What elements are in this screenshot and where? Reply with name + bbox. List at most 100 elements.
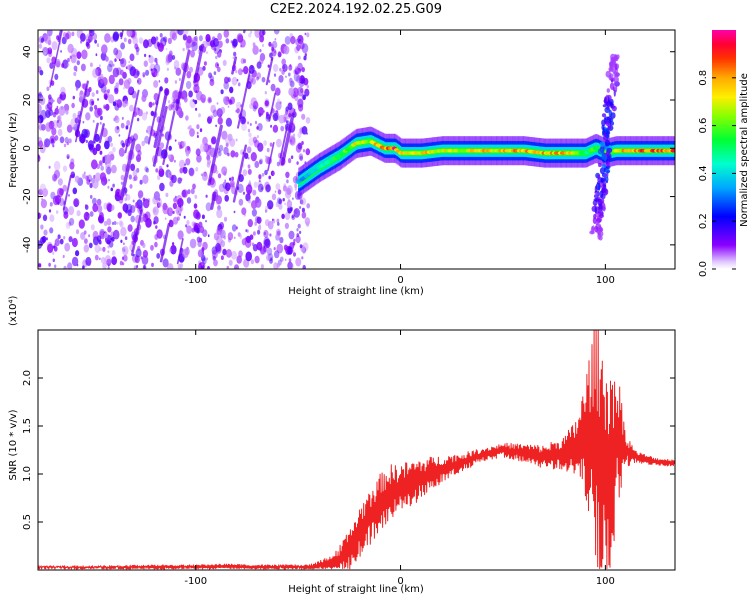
noise-point — [128, 174, 132, 180]
noise-point — [108, 240, 114, 248]
noise-point — [49, 214, 55, 222]
noise-point — [40, 109, 47, 120]
spread-point — [597, 148, 604, 155]
noise-point — [248, 137, 255, 146]
noise-point — [106, 166, 112, 175]
noise-point — [76, 210, 81, 217]
noise-point — [284, 109, 289, 115]
noise-point — [265, 184, 271, 193]
noise-point — [48, 165, 51, 169]
noise-point — [114, 125, 120, 134]
noise-point — [92, 197, 97, 205]
noise-point — [152, 206, 159, 216]
noise-point — [52, 173, 58, 182]
noise-point — [216, 208, 223, 219]
noise-point — [148, 54, 151, 58]
noise-point — [116, 99, 123, 108]
noise-point — [53, 99, 55, 103]
noise-point — [136, 79, 139, 83]
noise-point — [291, 215, 294, 219]
noise-point — [141, 255, 149, 266]
noise-point — [107, 135, 113, 143]
noise-point — [299, 206, 302, 209]
noise-point — [193, 203, 198, 209]
noise-point — [117, 212, 123, 219]
noise-point — [99, 160, 103, 165]
noise-point — [231, 176, 235, 181]
noise-point — [133, 175, 138, 181]
noise-point — [297, 223, 301, 229]
noise-point — [129, 184, 133, 189]
noise-point — [128, 60, 131, 64]
noise-point — [207, 266, 210, 269]
noise-point — [47, 31, 50, 35]
noise-point — [248, 32, 252, 38]
noise-point — [105, 164, 112, 175]
noise-point — [134, 43, 139, 50]
noise-point — [118, 220, 123, 226]
noise-point — [185, 158, 191, 166]
noise-point — [80, 33, 86, 42]
noise-point — [295, 257, 302, 267]
noise-point — [60, 50, 62, 53]
noise-point — [123, 242, 125, 245]
noise-point — [194, 194, 198, 199]
noise-point — [288, 230, 295, 240]
noise-point — [182, 167, 185, 171]
noise-point — [170, 244, 177, 255]
noise-point — [168, 50, 173, 56]
noise-point — [187, 189, 191, 195]
noise-streak — [265, 56, 274, 86]
noise-point — [108, 60, 114, 68]
noise-point — [220, 89, 224, 95]
noise-point — [217, 40, 223, 48]
noise-point — [213, 232, 219, 241]
noise-point — [104, 255, 112, 265]
noise-point — [235, 70, 238, 74]
noise-point — [264, 219, 270, 227]
noise-point — [120, 181, 123, 185]
noise-point — [159, 182, 165, 192]
noise-point — [286, 187, 292, 195]
noise-point — [71, 237, 78, 248]
noise-point — [110, 237, 113, 241]
noise-point — [243, 58, 247, 64]
noise-point — [80, 63, 86, 72]
noise-point — [242, 169, 248, 177]
noise-point — [67, 63, 70, 67]
noise-point — [235, 266, 238, 269]
noise-point — [118, 78, 124, 86]
noise-point — [38, 123, 44, 131]
noise-point — [72, 126, 75, 130]
spread-point — [601, 113, 607, 118]
colorbar-tick-label: 0.2 — [698, 213, 709, 229]
noise-point — [105, 165, 108, 170]
noise-point — [181, 30, 189, 36]
spectrogram-ylabel: Frequency (Hz) — [8, 112, 19, 188]
noise-point — [111, 221, 115, 226]
noise-point — [257, 229, 261, 235]
spectrogram-xtick-label: -100 — [184, 275, 207, 286]
noise-point — [65, 31, 72, 40]
noise-point — [250, 97, 257, 107]
spread-point — [606, 160, 610, 167]
spread-point — [602, 204, 606, 212]
noise-point — [56, 119, 60, 124]
noise-point — [95, 90, 99, 94]
noise-point — [65, 221, 71, 229]
noise-point — [241, 69, 244, 72]
noise-point — [191, 37, 198, 47]
noise-point — [215, 242, 222, 252]
noise-point — [67, 43, 74, 54]
noise-point — [112, 229, 120, 240]
noise-point — [142, 72, 146, 77]
noise-point — [100, 84, 107, 93]
noise-streak — [147, 87, 162, 145]
noise-point — [277, 222, 280, 226]
noise-point — [112, 63, 115, 67]
noise-streak — [175, 49, 191, 111]
noise-point — [54, 169, 60, 179]
noise-point — [44, 142, 48, 148]
noise-point — [95, 143, 101, 152]
